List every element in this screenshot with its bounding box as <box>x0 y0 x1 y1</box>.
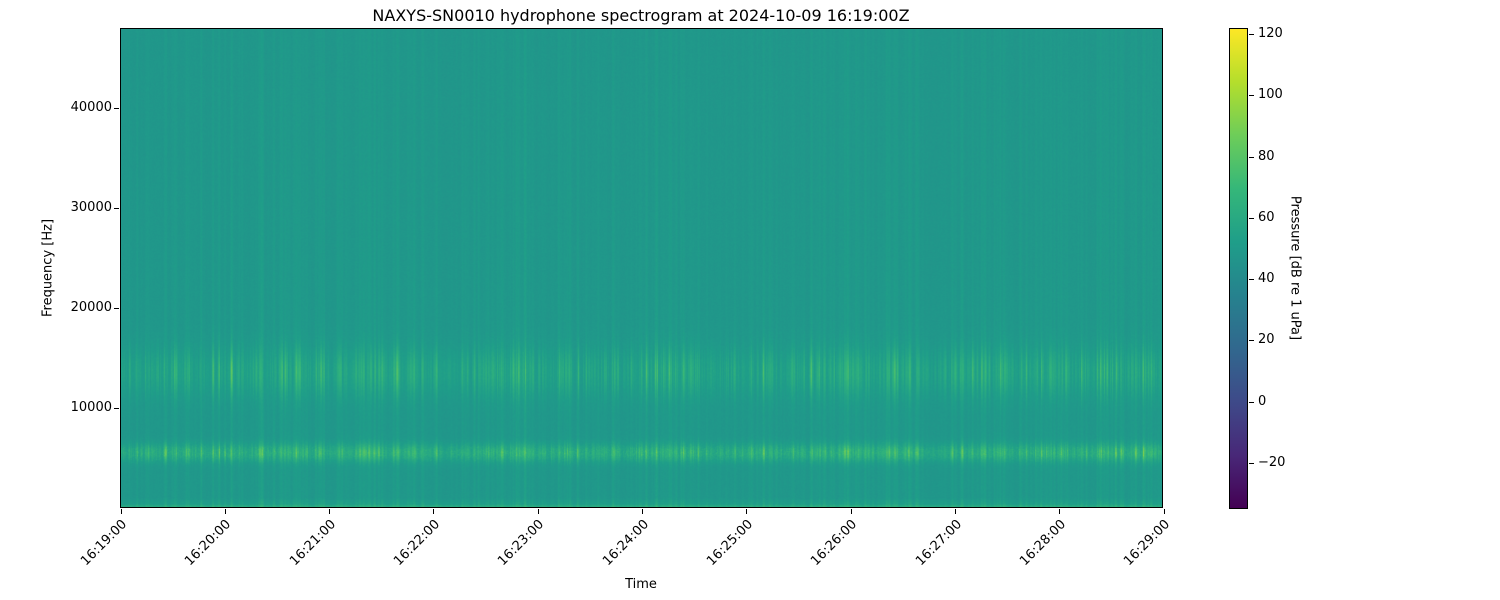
colorbar-label: Pressure [dB re 1 uPa] <box>1287 195 1303 341</box>
colorbar <box>1229 28 1248 509</box>
spectrogram-canvas <box>121 29 1162 507</box>
colorbar-tick-label: −20 <box>1258 455 1286 471</box>
xtick-label: 16:26:00 <box>808 517 861 569</box>
colorbar-tick-label: 80 <box>1258 148 1275 164</box>
xtick-mark <box>850 509 852 514</box>
xtick-label: 16:25:00 <box>704 517 756 569</box>
ytick-mark <box>114 108 119 109</box>
ytick-mark <box>114 208 119 209</box>
colorbar-tick-mark <box>1249 463 1254 465</box>
ytick-label: 20000 <box>70 300 112 315</box>
xtick-label: 16:20:00 <box>182 517 235 569</box>
xtick-label: 16:28:00 <box>1016 517 1069 569</box>
xtick-mark <box>224 509 226 514</box>
colorbar-tick-mark <box>1249 34 1254 36</box>
colorbar-tick-label: 20 <box>1258 332 1275 348</box>
colorbar-tick-label: 40 <box>1258 271 1275 287</box>
xtick-mark <box>537 509 539 514</box>
colorbar-tick-label: 120 <box>1258 26 1283 42</box>
xtick-mark <box>746 509 748 514</box>
xtick-label: 16:29:00 <box>1121 517 1174 569</box>
xtick-label: 16:22:00 <box>391 517 444 569</box>
colorbar-tick-label: 60 <box>1258 209 1275 225</box>
plot-title: NAXYS-SN0010 hydrophone spectrogram at 2… <box>372 6 910 25</box>
xtick-label: 16:19:00 <box>78 517 131 569</box>
colorbar-tick-mark <box>1249 340 1254 342</box>
ytick-label: 30000 <box>70 200 112 215</box>
xtick-mark <box>642 509 643 514</box>
xtick-mark <box>433 509 435 514</box>
xtick-mark <box>329 509 331 514</box>
xtick-label: 16:27:00 <box>912 517 965 569</box>
colorbar-tick-mark <box>1249 279 1254 281</box>
colorbar-tick-mark <box>1249 401 1254 403</box>
colorbar-tick-label: 0 <box>1258 393 1267 409</box>
spectrogram-plot <box>120 28 1163 508</box>
colorbar-gradient <box>1230 29 1247 508</box>
xtick-mark <box>1163 509 1165 514</box>
xtick-label: 16:23:00 <box>495 517 548 569</box>
colorbar-tick-mark <box>1249 95 1254 97</box>
y-axis-label: Frequency [Hz] <box>40 218 56 318</box>
xtick-mark <box>954 509 956 514</box>
ytick-mark <box>114 408 119 409</box>
xtick-label: 16:21:00 <box>286 517 339 569</box>
xtick-label: 16:24:00 <box>599 517 652 569</box>
colorbar-tick-mark <box>1249 217 1254 219</box>
xtick-mark <box>1059 509 1061 514</box>
colorbar-tick-mark <box>1249 156 1254 158</box>
ytick-label: 10000 <box>70 400 112 415</box>
xtick-mark <box>120 509 122 514</box>
colorbar-tick-label: 100 <box>1258 87 1283 103</box>
ytick-label: 40000 <box>70 100 112 115</box>
ytick-mark <box>114 308 119 309</box>
x-axis-label: Time <box>625 577 657 592</box>
